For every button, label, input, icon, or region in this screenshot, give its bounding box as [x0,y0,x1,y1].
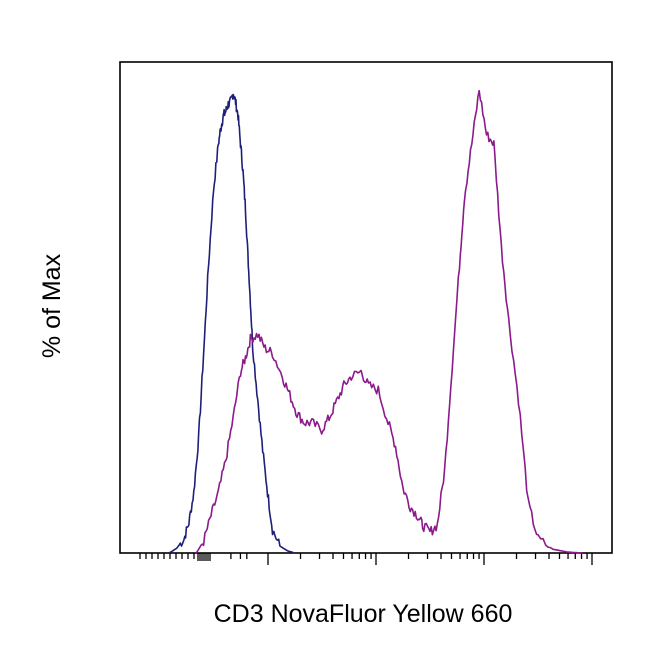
histogram-series-2 [195,89,583,554]
x-axis-ticks [139,553,593,565]
x-axis-title: CD3 NovaFluor Yellow 660 [214,600,513,628]
series-layer [168,89,583,554]
histogram-series-1 [168,93,295,554]
y-axis-title: % of Max [38,253,66,358]
plot-frame [119,61,613,554]
